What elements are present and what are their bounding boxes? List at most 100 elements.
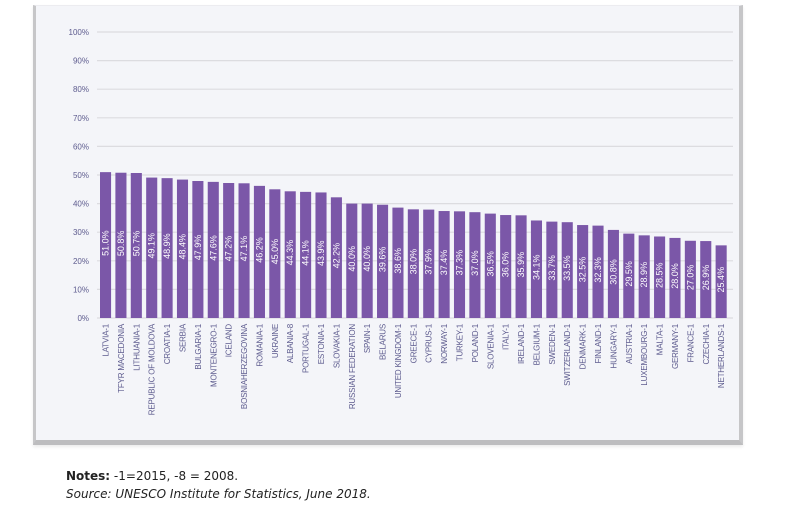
bar: [438, 211, 450, 318]
value-label: 35.9%: [516, 252, 526, 278]
value-label: 27.0%: [685, 265, 695, 291]
category-label: TURKEY-1: [456, 323, 465, 361]
value-label: 38.6%: [393, 248, 403, 274]
category-label: ICELAND: [225, 324, 234, 358]
category-label: BELGIUM-1: [532, 323, 541, 365]
value-label: 28.5%: [655, 262, 665, 288]
value-label: 51.0%: [101, 230, 111, 256]
value-label: 46.2%: [254, 237, 264, 263]
category-label: TFYR MACEDONIA: [117, 323, 126, 393]
bar: [484, 213, 496, 318]
value-label: 50.7%: [131, 231, 141, 257]
chart-notes: Notes: -1=2015, -8 = 2008. Source: UNESC…: [66, 467, 371, 503]
bar: [100, 172, 112, 318]
category-label: CYPRUS-1: [425, 323, 434, 363]
bar: [561, 222, 573, 318]
category-label: LATVIA-1: [102, 323, 111, 356]
value-label: 40.0%: [362, 246, 372, 272]
bar: [192, 181, 204, 318]
category-label: MALTA-1: [656, 323, 665, 355]
category-labels: LATVIA-1 TFYR MACEDONIA LITHUANIA-1 REPUBLI…: [102, 323, 727, 415]
value-label: 43.9%: [316, 240, 326, 266]
source-line: Source: UNESCO Institute for Statistics,…: [66, 487, 371, 501]
category-label: CZECHIA-1: [702, 323, 711, 364]
category-label: SPAIN-1: [363, 323, 372, 353]
bar: [238, 183, 250, 318]
category-label: GERMANY-1: [671, 323, 680, 369]
y-tick-label: 70%: [73, 114, 89, 123]
notes-text: -1=2015, -8 = 2008.: [110, 469, 239, 483]
value-label: 44.1%: [301, 240, 311, 266]
bar: [315, 192, 327, 318]
bar: [469, 212, 481, 318]
value-label: 47.1%: [239, 236, 249, 262]
category-label: NORWAY-1: [440, 323, 449, 363]
bar: [638, 235, 650, 318]
bar: [546, 221, 558, 318]
bar: [176, 179, 189, 318]
value-label: 47.9%: [193, 235, 203, 261]
notes-line: Notes: -1=2015, -8 = 2008.: [66, 467, 371, 485]
value-label: 47.2%: [224, 236, 234, 262]
value-label: 33.7%: [547, 255, 557, 281]
bar: [146, 177, 158, 318]
value-label: 37.3%: [455, 250, 465, 276]
y-tick-label: 10%: [73, 285, 89, 294]
value-label: 48.4%: [177, 234, 187, 260]
category-label: HUNGARY-1: [609, 323, 618, 368]
category-label: UNITED KINGDOM-1: [394, 323, 403, 398]
category-label: ESTONIA-1: [317, 323, 326, 364]
value-label: 28.0%: [670, 263, 680, 289]
value-labels: 51.0% 50.8% 50.7% 49.1% 48.9% 48.4% 47.9% 47.6%…: [101, 230, 727, 292]
category-label: ALBANIA-8: [286, 323, 295, 363]
value-label: 37.4%: [439, 250, 449, 276]
y-tick-label: 90%: [73, 57, 89, 66]
category-label: BOSNIAHERZEGOVINA: [240, 323, 249, 409]
y-tick-label: 100%: [69, 28, 89, 37]
bar: [623, 233, 635, 318]
category-label: GREECE-1: [409, 323, 418, 363]
category-label: LUXEMBOURG-1: [640, 323, 649, 385]
value-label: 25.4%: [716, 267, 726, 293]
y-tick-label: 20%: [73, 257, 89, 266]
value-label: 50.8%: [116, 231, 126, 257]
category-label: FINLAND-1: [594, 323, 603, 363]
bars: [100, 172, 727, 318]
bar: [284, 191, 296, 318]
value-label: 36.0%: [501, 252, 511, 278]
value-label: 33.5%: [562, 255, 572, 281]
category-label: SERBIA: [178, 323, 187, 352]
bar: [715, 245, 727, 318]
value-label: 39.6%: [378, 247, 388, 273]
bar: [253, 185, 265, 318]
bar: [346, 203, 358, 318]
value-label: 44.3%: [285, 240, 295, 266]
bar: [330, 197, 342, 318]
bar: [592, 225, 604, 318]
category-label: PORTUGAL-1: [302, 323, 311, 373]
value-label: 38.0%: [408, 249, 418, 275]
category-label: FRANCE-1: [686, 323, 695, 362]
category-label: ITALY-1: [502, 323, 511, 350]
value-label: 42.2%: [331, 243, 341, 269]
bar: [700, 241, 712, 318]
bar: [207, 181, 219, 318]
y-tick-label: 80%: [73, 85, 89, 94]
category-label: IRELAND-1: [517, 323, 526, 364]
bar: [115, 172, 127, 318]
value-label: 28.9%: [639, 262, 649, 288]
bar: [669, 237, 681, 318]
value-label: 37.9%: [424, 249, 434, 275]
category-label: CROATIA-1: [163, 323, 172, 364]
bar: [423, 209, 435, 318]
value-label: 34.1%: [531, 254, 541, 280]
category-label: RUSSIAN FEDERATION: [348, 324, 357, 410]
value-label: 47.6%: [208, 235, 218, 261]
y-axis-ticks: 0% 10% 20% 30% 40% 50% 60% 70% 80% 90% 100%: [69, 28, 89, 323]
value-label: 48.9%: [162, 233, 172, 259]
bar: [300, 191, 312, 318]
category-label: SWEDEN-1: [548, 323, 557, 364]
value-label: 40.0%: [347, 246, 357, 272]
bar: [130, 172, 142, 318]
